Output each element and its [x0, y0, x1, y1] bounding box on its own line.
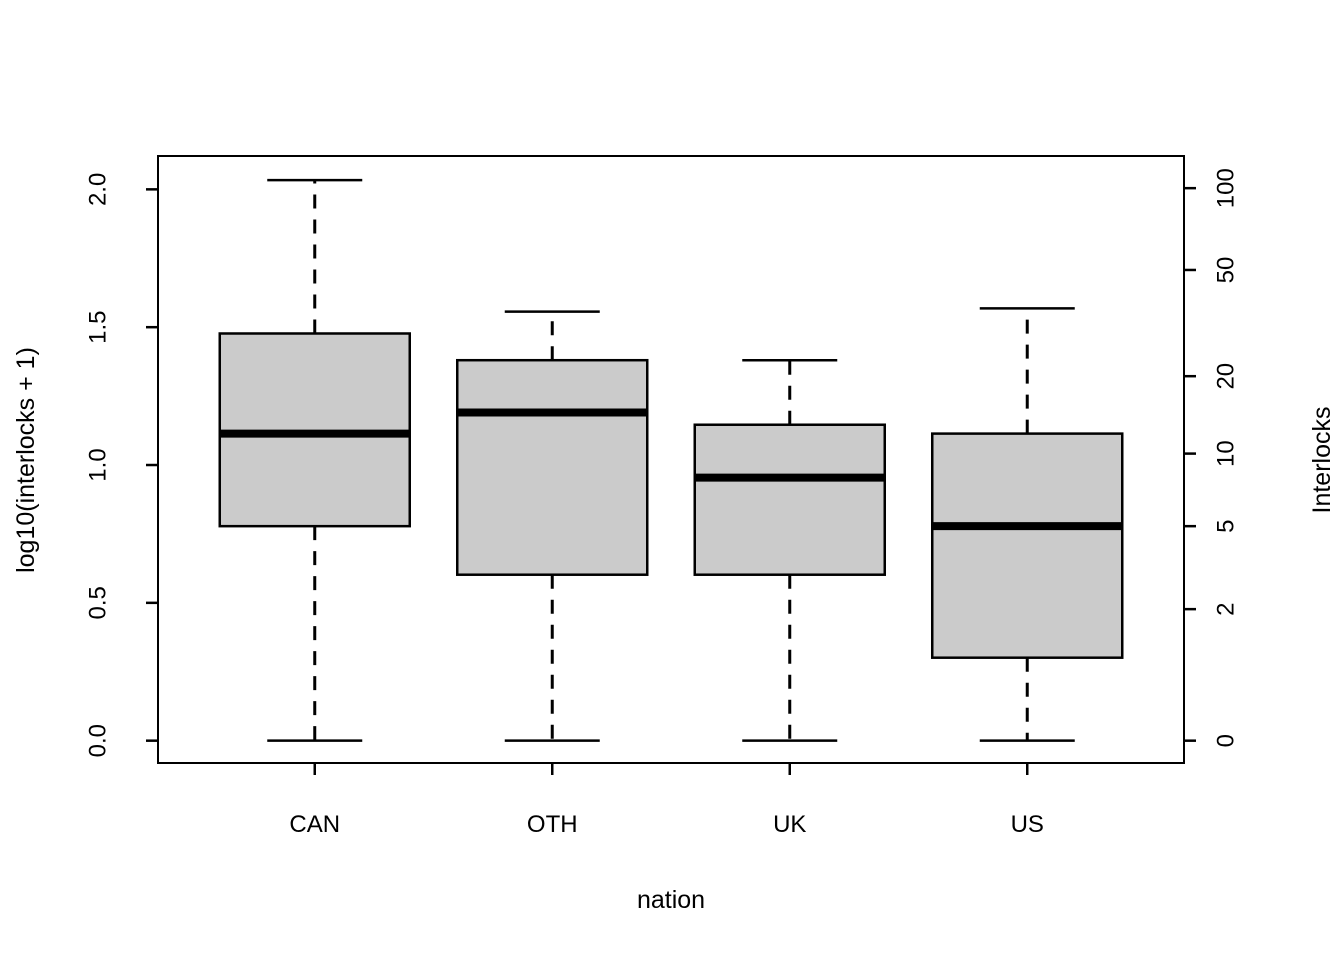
right-axis-tick-label: 10 [1213, 440, 1240, 467]
left-axis-title: log10(interlocks + 1) [12, 347, 40, 573]
left-axis-tick-label: 2.0 [85, 173, 112, 206]
x-axis-title: nation [637, 886, 705, 914]
right-axis-tick-label: 0 [1213, 734, 1240, 747]
box-US [931, 432, 1124, 659]
x-axis-category-label: CAN [289, 811, 340, 838]
box-UK [693, 423, 886, 576]
box-OTH [456, 358, 649, 576]
plot-border [157, 155, 1185, 764]
x-axis-category-label: US [1011, 811, 1044, 838]
left-axis-tick-label: 1.5 [85, 310, 112, 343]
right-axis-tick-label: 5 [1213, 519, 1240, 532]
right-axis-tick-label: 100 [1213, 168, 1240, 208]
x-axis-category-label: UK [773, 811, 806, 838]
x-axis-category-label: OTH [527, 811, 578, 838]
chart-content: 0.0 0.5 1.0 1.5 2.0 0 2 5 10 20 50 100 CAN OTH UK US [85, 168, 1240, 838]
left-axis-tick-label: 0.5 [85, 586, 112, 619]
right-axis-title: Interlocks [1308, 407, 1336, 514]
left-axis-tick-label: 1.0 [85, 448, 112, 481]
right-axis-tick-label: 20 [1213, 363, 1240, 390]
right-axis-tick-label: 50 [1213, 257, 1240, 284]
left-axis-tick-label: 0.0 [85, 724, 112, 757]
right-axis-tick-label: 2 [1213, 602, 1240, 615]
